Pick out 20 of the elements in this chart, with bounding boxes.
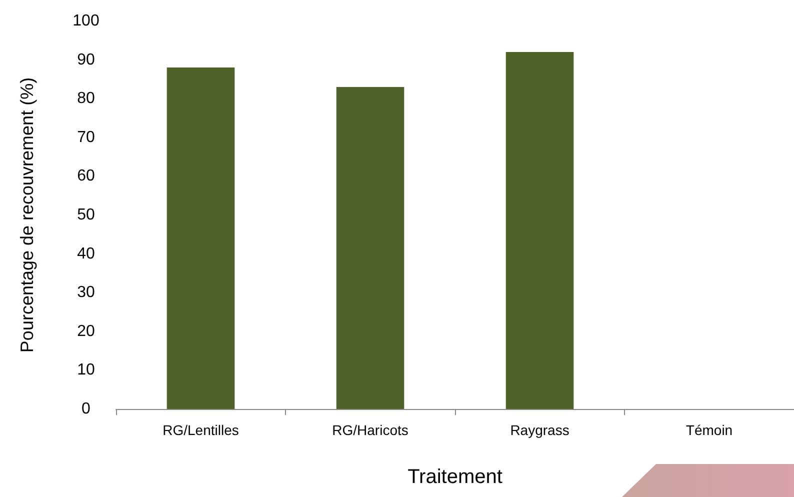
bar: [336, 86, 404, 409]
y-tick-label: 20: [77, 322, 95, 340]
x-tick-label: Raygrass: [510, 422, 570, 438]
y-axis-title: Pourcentage de recouvrement (%): [17, 77, 37, 353]
y-tick-label: 60: [77, 168, 95, 185]
y-tick-label: 100: [72, 12, 100, 30]
y-tick-label: 90: [77, 51, 95, 68]
x-tick-label: RG/Haricots: [332, 422, 408, 438]
y-tick-label: 70: [77, 128, 95, 146]
y-tick-label: 30: [77, 284, 95, 302]
x-axis-title: Traitement: [408, 466, 503, 488]
y-tick-label: 40: [77, 245, 95, 262]
y-tick-label: 10: [77, 362, 95, 379]
y-tick-label: 80: [77, 90, 95, 108]
bar: [506, 52, 574, 409]
bar: [166, 68, 235, 409]
y-tick-label: 0: [82, 400, 91, 418]
x-tick-label: RG/Lentilles: [162, 422, 239, 438]
y-tick-label: 50: [77, 206, 95, 224]
x-tick-label: Témoin: [686, 422, 733, 438]
